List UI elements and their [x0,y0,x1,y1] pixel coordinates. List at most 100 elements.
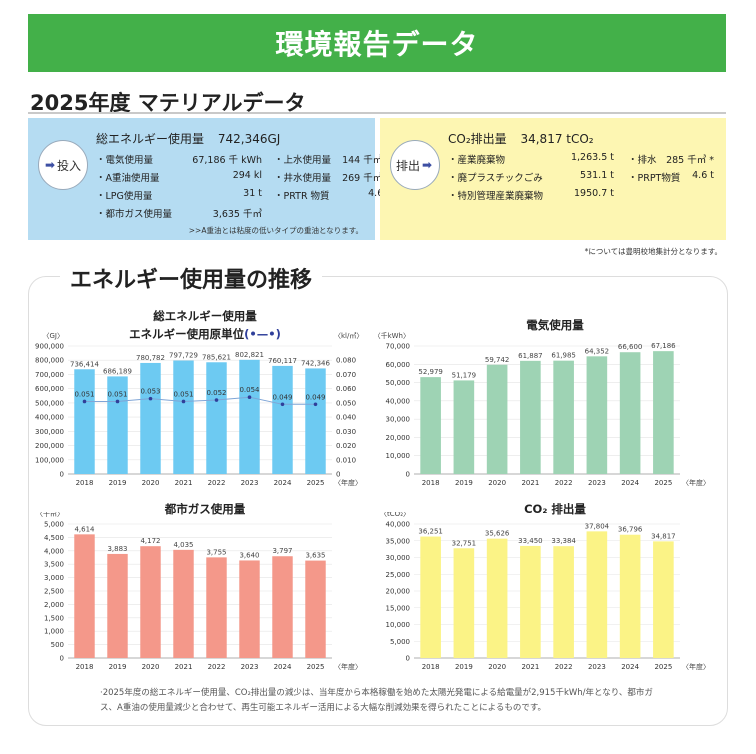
bar [420,377,441,474]
bar [74,534,95,658]
arrow-right-icon: ➡ [421,158,433,172]
bar-value-label: 51,179 [452,371,477,379]
bar-value-label: 61,985 [551,352,576,360]
x-tick-label: 2018 [76,479,94,487]
output-row-value: 531.1 t [580,170,614,181]
bar-value-label: 36,796 [618,526,643,534]
x-axis-label: 〈年度〉 [682,478,710,487]
x-axis-label: 〈年度〉 [334,478,362,487]
x-tick-label: 2018 [422,663,440,671]
x-tick-label: 2025 [307,663,325,671]
output-head-value: 34,817 tCO₂ [520,132,594,146]
chart-subtitle-energy: エネルギー使用原単位(•—•) [110,326,300,342]
input-row: ・LPG使用量 31 t ・PRTR 物質 4.6 t [96,188,390,202]
y2-tick-label: 0 [336,471,340,479]
y-axis-label: 〈tCO₂〉 [380,512,410,518]
y-tick-label: 600,000 [35,385,64,393]
y-tick-label: 10,000 [386,621,411,629]
arrow-right-icon: ➡ [44,158,56,172]
bar [486,538,508,658]
bar-value-label: 802,821 [235,351,264,359]
y2-tick-label: 0.030 [336,428,356,436]
bar-value-label: 37,804 [585,522,610,530]
x-tick-label: 2020 [142,663,160,671]
bar [140,546,161,658]
x-tick-label: 2018 [422,479,440,487]
bar-value-label: 67,186 [651,342,676,350]
input-circle: ➡ 投入 [38,140,88,190]
section-title: エネルギー使用量の推移 [60,262,323,294]
bar-value-label: 34,817 [651,532,676,540]
bar-value-label: 3,640 [239,551,259,559]
input-row-label2: ・PRTR 物質 [274,191,330,202]
bar [520,545,541,658]
y-tick-label: 0 [60,471,64,479]
y-tick-label: 5,000 [390,638,410,646]
y-tick-label: 35,000 [386,537,411,545]
chart-title-gas: 都市ガス使用量 [164,502,246,516]
output-head: CO₂排出量 34,817 tCO₂ [448,130,594,147]
line-value-label: 0.054 [239,386,260,394]
y-tick-label: 1,000 [44,628,64,636]
x-tick-label: 2023 [588,479,606,487]
chart-title-energy: 総エネルギー使用量 [153,309,257,323]
bar-value-label: 66,600 [618,343,643,351]
bar [553,546,574,658]
y-tick-label: 60,000 [386,361,411,369]
output-circle: 排出 ➡ [390,140,440,190]
line-point [280,402,285,407]
y-tick-label: 15,000 [386,604,411,612]
y-tick-label: 500,000 [35,399,64,407]
bar [140,362,161,474]
x-tick-label: 2018 [76,663,94,671]
input-row-value2: 269 千㎥ * [342,173,390,184]
output-row-value2: 4.6 t [692,170,714,181]
x-tick-label: 2020 [142,479,160,487]
bar [453,380,475,474]
output-row-label2: ・PRPT物質 [628,173,681,184]
input-note: >>A重油とは粘度の低いタイプの重油となります。 [188,226,363,235]
footnote: ·2025年度の総エネルギー使用量、CO₂排出量の減少は、当年度から本格稼働を始… [100,688,653,713]
input-row-label: ・電気使用量 [96,155,154,166]
y-tick-label: 30,000 [386,416,411,424]
x-tick-label: 2020 [488,479,506,487]
line-value-label: 0.051 [74,390,94,398]
bar [305,560,326,658]
y-tick-label: 0 [406,655,410,663]
y-tick-label: 0 [60,655,64,663]
y-tick-label: 200,000 [35,442,64,450]
bar-value-label: 785,621 [202,353,231,361]
y-tick-label: 900,000 [35,343,64,351]
input-row: ・都市ガス使用量 3,635 千㎥ [96,206,262,220]
chart-title-electricity: 電気使用量 [526,318,584,332]
bar [653,351,674,474]
bar [486,364,508,474]
input-head: 総エネルギー使用量 742,346GJ [96,130,280,147]
y-tick-label: 3,500 [44,561,64,569]
bar [453,548,475,658]
y2-tick-label: 0.070 [336,371,356,379]
y-tick-label: 10,000 [386,452,411,460]
x-tick-label: 2025 [654,663,672,671]
x-tick-label: 2023 [588,663,606,671]
y-tick-label: 100,000 [35,456,64,464]
input-row: ・電気使用量 67,186 千 kWh ・上水使用量 144 千㎥ * [96,152,390,166]
line-point [181,399,186,404]
output-row-label: ・産業廃棄物 [448,155,506,166]
gas-chart: 〈千㎥〉 0 500 1,000 1,500 2,000 2,500 3,000 3,500 4,… [36,512,362,671]
bar-value-label: 61,887 [518,352,543,360]
bar [272,365,293,474]
bar [206,557,227,658]
x-tick-label: 2024 [621,663,639,671]
y-tick-label: 3,000 [44,574,64,582]
x-tick-label: 2021 [521,479,539,487]
output-row-label: ・廃プラスチックごみ [448,173,543,184]
output-row-value: 1950.7 t [574,188,614,199]
x-tick-label: 2024 [274,479,292,487]
bar-value-label: 4,035 [173,541,193,549]
output-row: ・廃プラスチックごみ 531.1 t ・PRPT物質 4.6 t [448,170,714,184]
energy-chart: 〈GJ〉 0 100,000 200,000 300,000 400,000 500,000… [35,332,363,487]
y-tick-label: 500 [51,641,64,649]
y2-tick-label: 0.010 [336,456,356,464]
bar [239,560,260,658]
